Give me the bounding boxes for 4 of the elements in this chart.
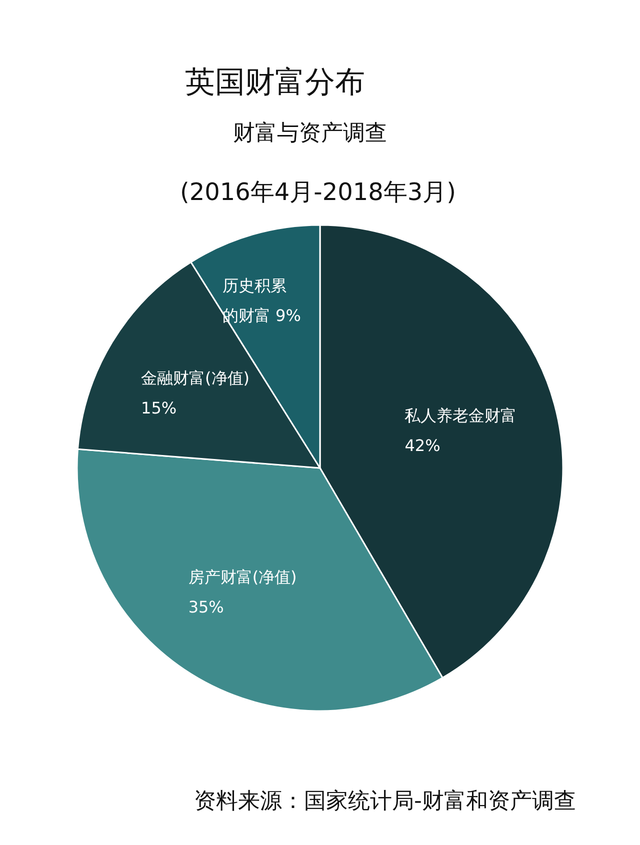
subtitle: 财富与资产调查 bbox=[233, 121, 387, 146]
annotation: 资料来源：国家统计局-财富和资产调查 bbox=[194, 789, 576, 814]
title: 英国财富分布 bbox=[185, 65, 365, 100]
subtitle: (2016年4月-2018年3月) bbox=[180, 178, 456, 206]
